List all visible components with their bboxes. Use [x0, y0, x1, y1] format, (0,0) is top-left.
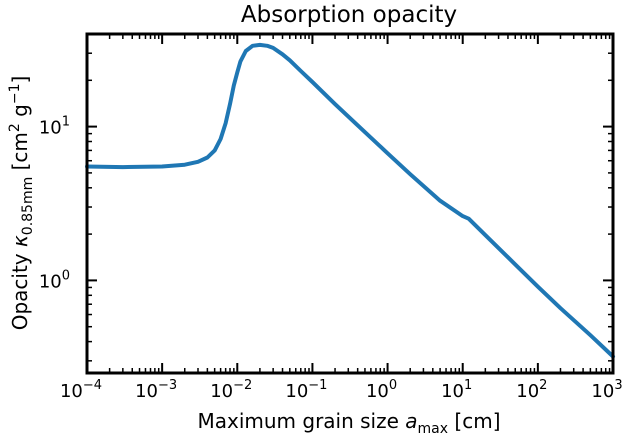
- y-axis-label-main: Opacity: [8, 247, 32, 330]
- y-axis-label-unit-open: [cm: [8, 132, 32, 177]
- plot-frame: [85, 32, 615, 375]
- x-axis-label-main: Maximum grain size: [197, 409, 405, 433]
- tick-labels: 10−4 10−3 10−2 10−1 100 101 102 103 100 101: [39, 115, 623, 402]
- axis-ticks: [86, 33, 614, 373]
- x-tick-label: 101: [441, 378, 472, 402]
- series-layer: [85, 42, 615, 359]
- x-tick-label: 102: [516, 378, 547, 402]
- y-axis-label-sup2: −1: [7, 84, 23, 105]
- y-axis-label-unit-close: ]: [8, 76, 32, 84]
- x-axis-label-sub: max: [418, 421, 449, 437]
- x-tick-label: 10−3: [135, 378, 177, 402]
- y-tick-label: 100: [39, 268, 70, 292]
- chart-title: Absorption opacity: [241, 2, 457, 28]
- x-axis-label-unit: [cm]: [448, 409, 500, 433]
- y-axis-label-sub: 0.85mm: [20, 177, 36, 235]
- y-axis-label: Opacity κ0.85mm [cm2 g−1]: [7, 76, 36, 331]
- x-axis-label-var: a: [405, 409, 417, 433]
- x-tick-label: 10−4: [60, 378, 102, 402]
- y-axis-label-sup1: 2: [7, 123, 23, 132]
- x-tick-label: 100: [366, 378, 397, 402]
- series-line-0: [85, 42, 615, 359]
- y-axis-label-mid: g: [8, 104, 32, 123]
- x-tick-label: 10−2: [210, 378, 252, 402]
- x-tick-label: 10−1: [285, 378, 327, 402]
- y-axis-label-var: κ: [8, 235, 32, 247]
- y-tick-label: 101: [39, 115, 70, 139]
- x-tick-label: 103: [591, 378, 622, 402]
- x-axis-label: Maximum grain size amax [cm]: [197, 409, 500, 437]
